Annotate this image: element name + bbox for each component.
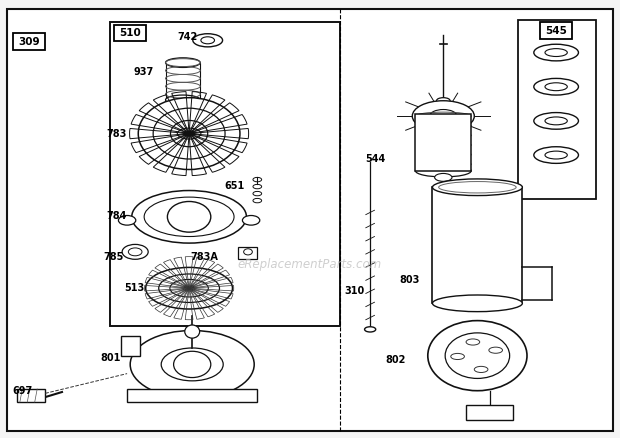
Ellipse shape [185, 325, 200, 338]
Ellipse shape [365, 327, 376, 332]
Bar [166, 63, 200, 100]
Text: 784: 784 [107, 211, 126, 221]
Bar [466, 405, 513, 420]
Ellipse shape [545, 151, 567, 159]
Text: 801: 801 [100, 353, 120, 363]
Text: 785: 785 [104, 252, 123, 262]
Text: 803: 803 [399, 276, 419, 285]
Ellipse shape [430, 110, 457, 123]
Bar [415, 114, 471, 171]
Circle shape [174, 351, 211, 378]
Bar [13, 33, 45, 50]
Text: 802: 802 [386, 355, 405, 365]
Ellipse shape [159, 274, 219, 302]
Ellipse shape [415, 165, 471, 177]
Ellipse shape [545, 83, 567, 91]
Text: 651: 651 [224, 181, 244, 191]
Text: 513: 513 [125, 283, 144, 293]
Ellipse shape [118, 215, 136, 225]
Text: 783: 783 [107, 129, 126, 138]
Ellipse shape [489, 347, 502, 353]
Text: 937: 937 [134, 67, 154, 77]
Ellipse shape [122, 244, 148, 259]
Circle shape [167, 201, 211, 232]
Circle shape [428, 321, 527, 391]
Bar [17, 389, 45, 402]
Text: 310: 310 [345, 286, 365, 296]
Ellipse shape [166, 95, 200, 105]
Bar [127, 389, 257, 402]
Ellipse shape [433, 295, 522, 312]
Text: eReplacementParts.com: eReplacementParts.com [238, 258, 382, 272]
Circle shape [138, 98, 240, 170]
Circle shape [445, 333, 510, 378]
Ellipse shape [433, 179, 522, 195]
Ellipse shape [146, 267, 232, 309]
Bar [110, 22, 340, 326]
Ellipse shape [466, 339, 480, 345]
Ellipse shape [545, 49, 567, 57]
Ellipse shape [161, 348, 223, 381]
Ellipse shape [534, 44, 578, 61]
Ellipse shape [131, 191, 247, 243]
Bar [114, 25, 146, 41]
Text: 742: 742 [178, 32, 198, 42]
Ellipse shape [474, 366, 488, 372]
Ellipse shape [436, 98, 450, 104]
Ellipse shape [435, 173, 452, 181]
Text: 783A: 783A [191, 252, 218, 262]
Ellipse shape [545, 117, 567, 125]
Ellipse shape [451, 353, 464, 360]
Bar [518, 20, 596, 199]
Bar [238, 247, 257, 259]
Ellipse shape [130, 331, 254, 399]
Ellipse shape [193, 34, 223, 47]
Bar [121, 336, 140, 356]
Bar [433, 187, 522, 303]
Ellipse shape [166, 58, 200, 67]
Ellipse shape [412, 101, 474, 131]
Text: 545: 545 [545, 26, 567, 35]
Bar [540, 22, 572, 39]
Ellipse shape [242, 215, 260, 225]
Text: 309: 309 [19, 37, 40, 46]
Ellipse shape [534, 147, 578, 163]
Text: 544: 544 [365, 154, 385, 164]
Text: 510: 510 [119, 28, 141, 38]
Ellipse shape [534, 113, 578, 129]
Ellipse shape [534, 78, 578, 95]
Text: 697: 697 [12, 386, 32, 396]
